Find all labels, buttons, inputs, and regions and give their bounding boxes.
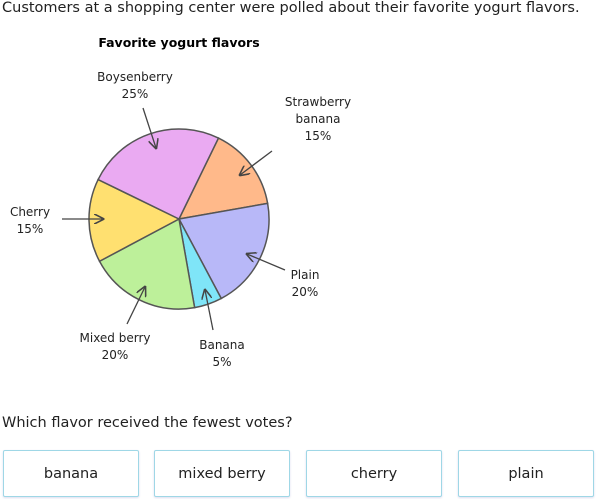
- slice-percent: 5%: [212, 355, 232, 369]
- slice-label: Mixed berry 20%: [70, 330, 160, 364]
- slice-name: Banana: [199, 338, 245, 352]
- pie-slice: [88, 178, 181, 263]
- pie-slice: [98, 217, 196, 310]
- leader-arrow: [142, 107, 156, 148]
- slice-label: Banana 5%: [177, 337, 267, 371]
- slice-label: Plain 20%: [260, 267, 350, 301]
- slice-name: Boysenberry: [97, 70, 173, 84]
- question: Which flavor received the fewest votes?: [2, 415, 293, 431]
- slice-label: Cherry 15%: [0, 204, 75, 238]
- intro: Customers at a shopping center were poll…: [2, 0, 580, 16]
- answer-choice[interactable]: mixed berry: [154, 450, 290, 497]
- slice-name: Mixed berry: [79, 331, 151, 345]
- leader-arrow: [126, 287, 145, 325]
- slice-label: Strawberry banana 15%: [278, 94, 358, 145]
- answer-choice[interactable]: cherry: [306, 450, 442, 497]
- answer-choice[interactable]: plain: [458, 450, 594, 497]
- leader-arrow: [240, 150, 273, 175]
- slice-name: Cherry: [9, 205, 51, 219]
- slice-percent: 15%: [16, 222, 44, 236]
- slice-percent: 25%: [121, 87, 149, 101]
- pie-slice: [97, 128, 220, 221]
- pie-slice: [177, 202, 270, 300]
- leader-arrow: [205, 290, 214, 331]
- chart: Favorite yogurt flavors: [62, 35, 286, 331]
- leader-arrow: [247, 254, 286, 271]
- slice-name: Strawberry banana: [284, 95, 352, 126]
- pie-slice: [177, 137, 269, 220]
- slice-name: Plain: [290, 268, 320, 282]
- answer-choice[interactable]: banana: [3, 450, 139, 497]
- slice-percent: 15%: [304, 129, 332, 143]
- slice-percent: 20%: [291, 285, 319, 299]
- chart-title: Favorite yogurt flavors: [98, 35, 259, 50]
- slice-percent: 20%: [101, 348, 129, 362]
- slice-label: Boysenberry 25%: [90, 69, 180, 103]
